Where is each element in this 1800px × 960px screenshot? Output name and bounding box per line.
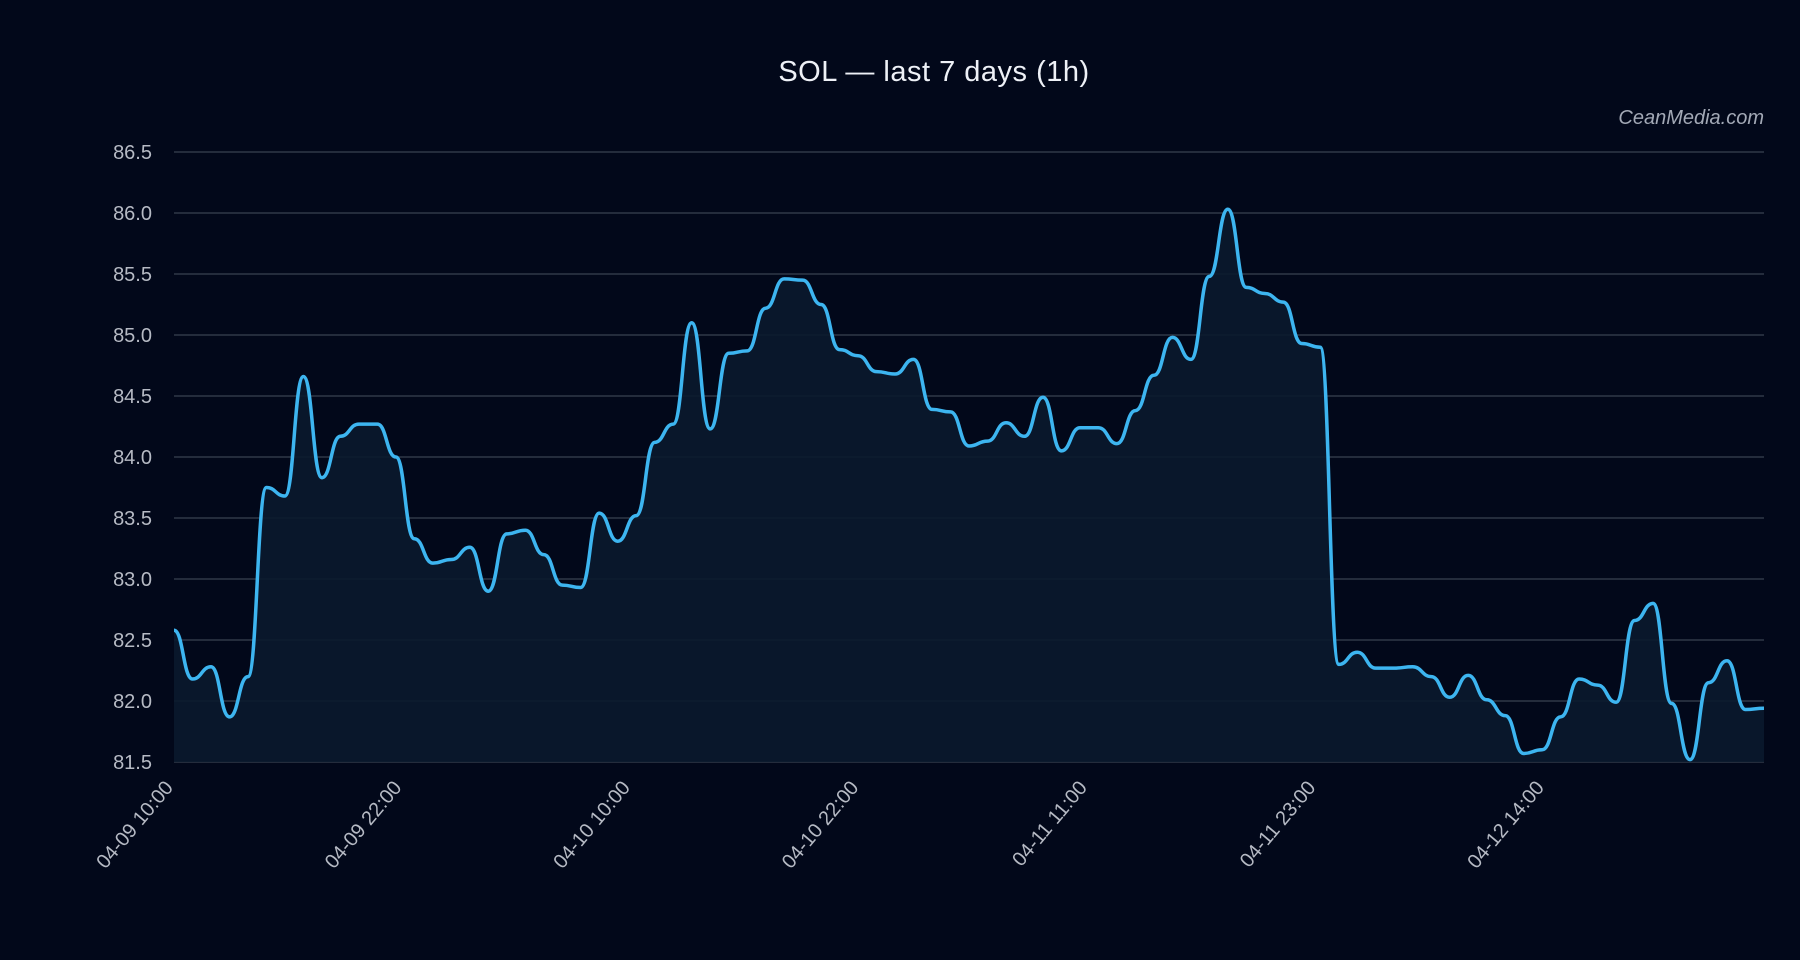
x-tick-label: 04-09 10:00 xyxy=(92,777,177,873)
y-tick-label: 83.5 xyxy=(113,508,152,530)
y-tick-label: 83.0 xyxy=(113,569,152,591)
price-area-fill xyxy=(174,209,1764,763)
x-axis-ticks: 04-09 10:00 04-09 22:00 04-10 10:00 04-10 2… xyxy=(92,777,1548,873)
x-tick-label: 04-11 23:00 xyxy=(1236,777,1321,872)
x-tick-label: 04-11 11:00 xyxy=(1008,777,1092,871)
y-tick-label: 81.5 xyxy=(113,752,152,774)
x-tick-label: 04-10 10:00 xyxy=(549,777,634,873)
x-tick-label: 04-09 22:00 xyxy=(321,777,406,873)
watermark-text: CeanMedia.com xyxy=(1618,107,1764,129)
x-tick-label: 04-12 14:00 xyxy=(1463,777,1548,873)
y-tick-label: 85.0 xyxy=(113,325,152,347)
chart-title: SOL — last 7 days (1h) xyxy=(778,56,1090,88)
y-tick-label: 86.5 xyxy=(113,142,152,164)
y-axis-ticks: 86.5 86.0 85.5 85.0 84.5 84.0 83.5 83.0 82.5 82.0… xyxy=(113,142,152,774)
y-tick-label: 84.0 xyxy=(113,447,152,469)
y-tick-label: 86.0 xyxy=(113,203,152,225)
price-line xyxy=(173,207,1765,762)
y-tick-label: 82.0 xyxy=(113,691,152,713)
x-tick-label: 04-10 22:00 xyxy=(778,777,863,873)
y-tick-label: 84.5 xyxy=(113,386,152,408)
y-tick-label: 82.5 xyxy=(113,630,152,652)
y-tick-label: 85.5 xyxy=(113,264,152,286)
